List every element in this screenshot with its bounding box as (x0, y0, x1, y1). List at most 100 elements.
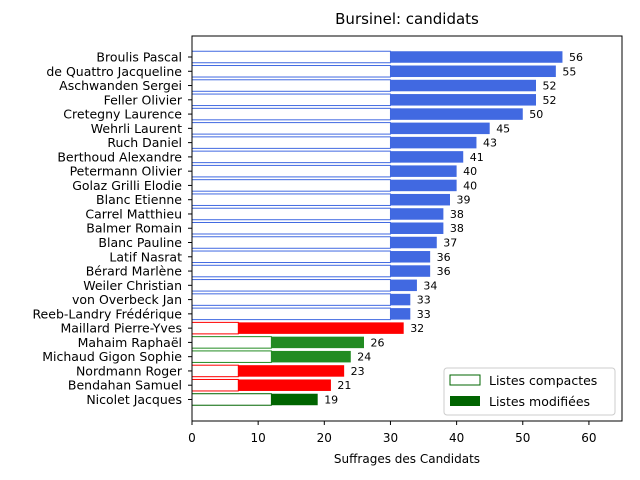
y-tick-label: Bendahan Samuel (68, 378, 182, 393)
y-tick-label: Wehrli Laurent (91, 121, 182, 136)
bar-modified (390, 265, 431, 277)
x-tick-label: 50 (515, 431, 530, 445)
legend-swatch-filled (450, 396, 480, 406)
bar-compact (191, 236, 391, 249)
value-label: 55 (562, 65, 576, 78)
bar-compact (191, 207, 391, 221)
bar-modified (390, 108, 523, 120)
bar-modified (390, 251, 431, 263)
value-labels: 5655525250454341404039383837363634333332… (324, 51, 583, 406)
bar-modified (390, 308, 411, 320)
bar-compact (191, 321, 239, 335)
bar-modified (238, 322, 404, 334)
bar-modified (390, 136, 477, 149)
y-tick-label: Latif Nasrat (109, 249, 182, 264)
y-tick-label: Cretegny Laurence (63, 107, 182, 122)
x-tick-label: 10 (251, 431, 266, 445)
value-label: 34 (423, 279, 437, 292)
y-tick-label: Weiler Christian (83, 278, 182, 293)
bar-compact (191, 378, 239, 392)
bar-modified (390, 65, 556, 78)
legend-swatch-outline (449, 374, 481, 386)
value-label: 21 (337, 379, 351, 392)
x-tick-label: 0 (188, 431, 196, 445)
chart-title: Bursinel: candidats (335, 10, 479, 28)
bar-modified (238, 365, 345, 377)
bar-compact (191, 393, 272, 406)
value-label: 23 (351, 365, 365, 378)
value-label: 39 (457, 194, 471, 207)
bar-compact (191, 93, 391, 107)
y-tick-label: Bérard Marlène (86, 264, 183, 279)
bar-modified (390, 94, 536, 106)
value-label: 52 (543, 80, 557, 93)
bar-compact (191, 221, 391, 235)
legend-label: Listes compactes (489, 373, 597, 388)
value-label: 40 (463, 165, 477, 178)
value-label: 24 (357, 351, 371, 364)
value-label: 37 (443, 237, 457, 250)
y-tick-label: Petermann Olivier (70, 164, 183, 179)
value-label: 33 (417, 308, 431, 321)
x-tick-label: 20 (317, 431, 332, 445)
bar-modified (390, 208, 444, 220)
x-tick-label: 30 (383, 431, 398, 445)
bar-compact (191, 307, 391, 321)
y-tick-label: Nicolet Jacques (86, 392, 182, 407)
bar-modified (390, 51, 563, 63)
y-tick-label: Aschwanden Sergei (59, 78, 182, 93)
bar-modified (390, 293, 411, 306)
x-axis-label: Suffrages des Candidats (334, 452, 480, 466)
bar-compact (191, 150, 391, 164)
value-label: 19 (324, 393, 338, 406)
value-label: 45 (496, 122, 510, 135)
value-label: 38 (450, 208, 464, 221)
bar-compact (191, 364, 239, 378)
plot-frame (191, 35, 623, 422)
bar-compact (191, 79, 391, 92)
y-tick-label: Ruch Daniel (107, 135, 182, 150)
value-label: 52 (543, 94, 557, 107)
y-tick-label: Michaud Gigon Sophie (42, 349, 182, 364)
legend-box (443, 367, 616, 416)
bar-modified (390, 79, 536, 92)
bar-compact (191, 107, 391, 121)
y-tick-label: Balmer Romain (86, 221, 182, 236)
bar-compact (191, 164, 391, 178)
legend-label: Listes modifiées (489, 394, 590, 409)
y-tick-label: Golaz Grilli Elodie (72, 178, 182, 193)
value-label: 38 (450, 222, 464, 235)
bar-compact (191, 264, 391, 278)
bar-modified (390, 193, 450, 206)
legend: Listes compactes Listes modifiées (443, 367, 616, 416)
value-label: 56 (569, 51, 583, 64)
y-tick-label: Blanc Etienne (96, 192, 182, 207)
bar-modified (390, 279, 417, 292)
bar-compact (191, 122, 391, 135)
y-tick-label: Feller Olivier (104, 92, 183, 107)
y-tick-label: Broulis Pascal (96, 50, 182, 65)
bar-compact (191, 65, 391, 78)
y-tick-label: de Quattro Jacqueline (46, 64, 182, 79)
y-tick-label: Nordmann Roger (76, 363, 183, 378)
bar-modified (238, 379, 331, 391)
bars-group (191, 50, 563, 406)
bar-compact (191, 193, 391, 206)
bar-modified (390, 222, 444, 234)
value-label: 43 (483, 137, 497, 150)
bar-modified (390, 236, 437, 249)
x-tick-label: 40 (449, 431, 464, 445)
x-axis: 0 10 20 30 40 50 60 (188, 421, 597, 445)
y-tick-label: von Overbeck Jan (72, 292, 182, 307)
bar-modified (390, 165, 457, 177)
value-label: 26 (371, 336, 385, 349)
y-tick-label: Berthoud Alexandre (57, 149, 182, 164)
y-tick-label: Reeb-Landry Frédérique (32, 306, 182, 321)
value-label: 40 (463, 179, 477, 192)
bar-modified (271, 336, 364, 349)
bar-compact (191, 250, 391, 264)
bar-compact (191, 293, 391, 306)
y-tick-label: Mahaim Raphaël (78, 335, 182, 350)
